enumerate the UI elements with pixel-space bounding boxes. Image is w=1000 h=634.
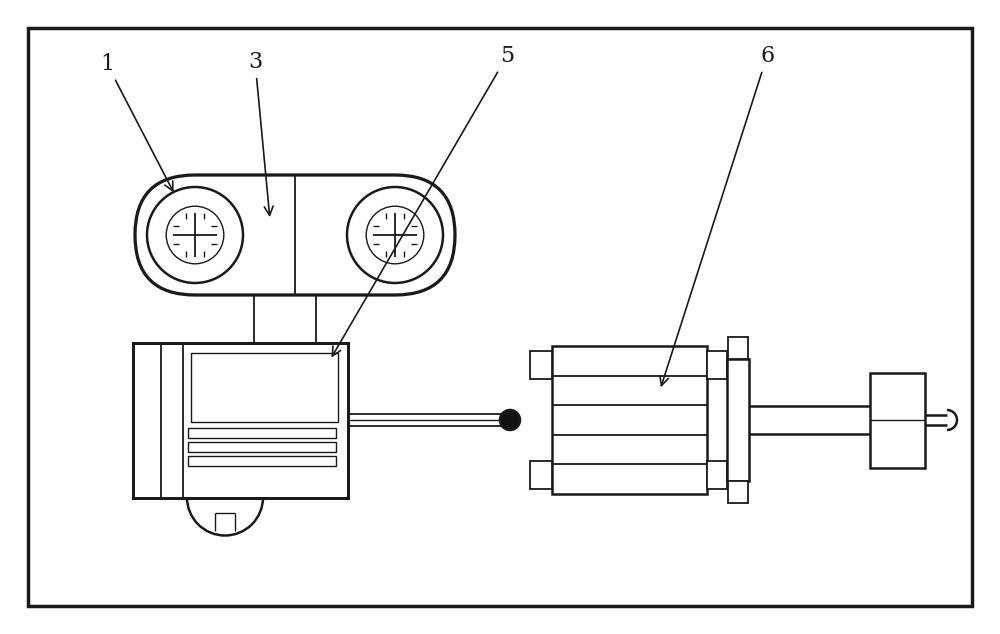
Bar bbox=[552, 346, 707, 494]
FancyBboxPatch shape bbox=[135, 175, 455, 295]
Text: 6: 6 bbox=[660, 45, 774, 385]
Bar bbox=[728, 337, 748, 359]
Bar bbox=[530, 351, 552, 379]
Bar bbox=[188, 428, 336, 438]
Text: 5: 5 bbox=[332, 45, 514, 356]
Circle shape bbox=[147, 187, 243, 283]
Bar bbox=[870, 373, 925, 467]
Bar bbox=[254, 295, 316, 347]
Circle shape bbox=[166, 206, 224, 264]
Bar bbox=[707, 351, 727, 379]
Circle shape bbox=[500, 410, 520, 430]
Bar bbox=[132, 342, 348, 498]
Bar bbox=[188, 456, 336, 466]
Bar bbox=[707, 461, 727, 489]
Text: 3: 3 bbox=[248, 51, 273, 216]
Circle shape bbox=[366, 206, 424, 264]
Bar bbox=[728, 481, 748, 503]
Bar bbox=[530, 461, 552, 489]
Circle shape bbox=[347, 187, 443, 283]
Bar bbox=[727, 359, 749, 481]
Bar bbox=[188, 442, 336, 452]
Text: 1: 1 bbox=[100, 53, 173, 191]
Bar bbox=[190, 353, 338, 422]
